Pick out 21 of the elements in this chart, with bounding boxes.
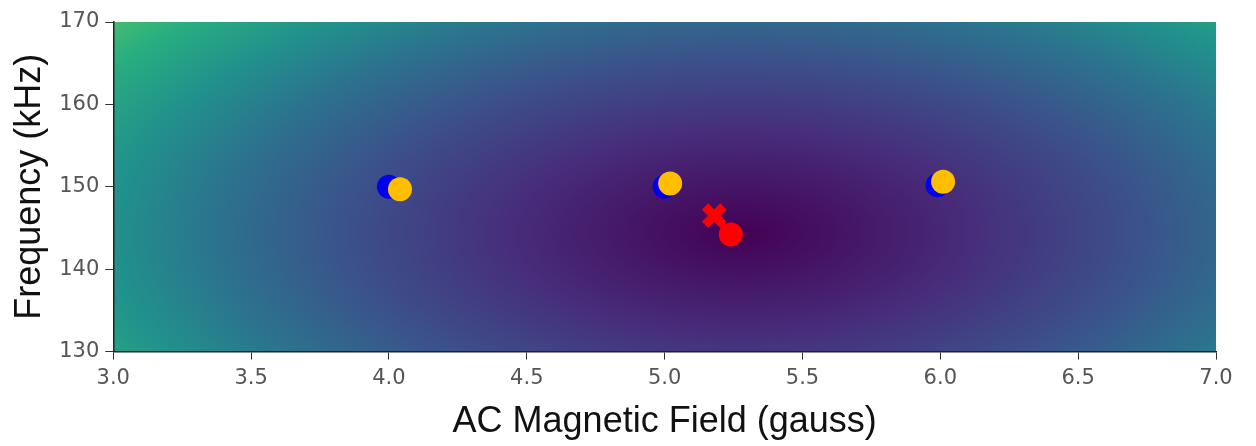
y-tick-label: 140 [59, 255, 100, 280]
x-tick-label: 6.0 [923, 364, 958, 389]
point [658, 171, 683, 196]
y-tick-label: 150 [59, 173, 100, 198]
x-tick-label: 4.0 [372, 364, 406, 389]
point [718, 222, 743, 247]
y-axis-title: Frequency (kHz) [6, 53, 48, 320]
point [700, 201, 728, 230]
y-tick-label: 170 [59, 8, 100, 33]
x-tick-label: 6.5 [1061, 364, 1095, 389]
y-tick-label: 130 [59, 338, 100, 363]
x-tick-label: 3.0 [96, 364, 130, 389]
y-tick-label: 160 [59, 90, 100, 115]
x-tick-label: 4.5 [510, 364, 544, 389]
x-axis-title: AC Magnetic Field (gauss) [452, 399, 877, 441]
point [931, 169, 956, 194]
x-tick-label: 5.0 [647, 364, 682, 389]
x-tick-label: 7.0 [1199, 364, 1233, 389]
x-tick-label: 3.5 [234, 364, 268, 389]
x-tick-label: 5.5 [785, 364, 820, 389]
point [387, 177, 412, 202]
